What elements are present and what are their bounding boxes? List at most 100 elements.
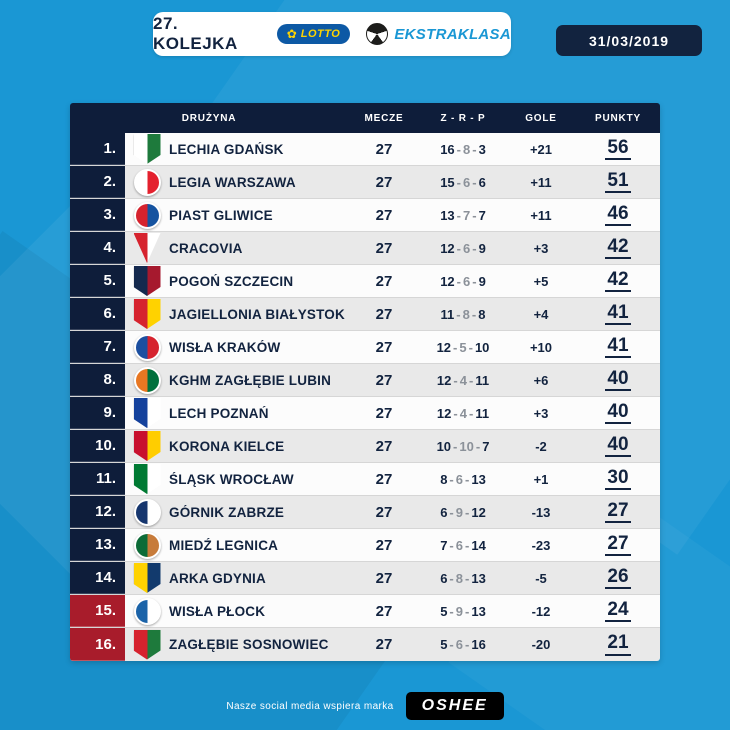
wins-value: 10 <box>436 438 452 454</box>
record-dash: - <box>471 306 477 322</box>
wins-value: 7 <box>440 537 448 553</box>
points-cell: 42 <box>576 269 660 293</box>
club-crest-icon <box>133 629 161 660</box>
club-crest <box>125 629 169 660</box>
losses-value: 3 <box>478 141 486 157</box>
record-dash: - <box>472 273 477 289</box>
record-value: 6-8-13 <box>420 571 506 586</box>
team-name: ZAGŁĘBIE SOSNOWIEC <box>169 637 329 652</box>
wins-value: 12 <box>436 405 452 421</box>
points-value: 21 <box>605 633 631 656</box>
lotto-flower-icon: ✿ <box>286 27 297 41</box>
points-cell: 26 <box>576 566 660 590</box>
round-title: 27. KOLEJKA <box>153 14 238 53</box>
matches-value: 27 <box>375 437 393 455</box>
club-crest <box>125 266 169 296</box>
matches-value: 27 <box>375 470 393 488</box>
goal-diff-value: -5 <box>535 570 547 586</box>
record-dash: - <box>456 141 461 157</box>
position-cell: 5. <box>70 265 125 297</box>
goal-diff-value: +3 <box>533 405 549 421</box>
record-dash: - <box>465 471 470 487</box>
record-dash: - <box>453 372 458 388</box>
record-value: 12-4-11 <box>420 373 506 388</box>
wins-value: 5 <box>440 603 448 619</box>
draws-value: 5 <box>459 339 467 355</box>
position-cell: 14. <box>70 562 125 594</box>
club-crest <box>125 168 169 196</box>
club-crest <box>125 333 169 361</box>
draws-value: 6 <box>463 273 471 289</box>
club-crest <box>125 201 169 229</box>
draws-value: 6 <box>463 174 471 190</box>
position-cell: 8. <box>70 364 125 396</box>
oshee-logo: OSHEE <box>405 692 504 720</box>
position-cell: 1. <box>70 133 125 165</box>
lotto-logo: ✿ LOTTO <box>276 24 351 44</box>
record-dash: - <box>449 537 454 553</box>
wins-value: 16 <box>440 141 455 157</box>
club-crest-icon <box>133 366 161 394</box>
draws-value: 4 <box>459 405 467 421</box>
matches-value: 27 <box>375 305 393 323</box>
record-dash: - <box>472 240 477 256</box>
points-cell: 27 <box>576 533 660 557</box>
record-dash: - <box>456 273 461 289</box>
column-header-goals: GOLE <box>525 112 557 124</box>
record-value: 6-9-12 <box>420 505 506 520</box>
record-dash: - <box>456 240 461 256</box>
table-row: 5. POGOŃ SZCZECIN 27 12-6-9 +5 42 <box>70 265 660 298</box>
losses-value: 8 <box>478 306 486 322</box>
losses-value: 13 <box>471 471 486 487</box>
losses-value: 13 <box>471 603 486 619</box>
club-crest-icon <box>133 168 161 196</box>
losses-value: 12 <box>471 504 486 520</box>
record-value: 12-5-10 <box>420 340 506 355</box>
football-ball-icon <box>366 23 389 45</box>
sponsor-text: Nasze social media wspiera marka <box>226 700 394 712</box>
ekstraklasa-logo: EKSTRAKLASA <box>366 23 511 45</box>
column-header-team: DRUŻYNA <box>181 112 237 124</box>
record-value: 5-6-16 <box>420 637 506 652</box>
club-crest-icon <box>133 201 161 229</box>
losses-value: 10 <box>474 339 490 355</box>
club-crest-icon <box>133 464 161 494</box>
table-header-row: DRUŻYNA MECZE Z - R - P GOLE PUNKTY <box>70 103 660 133</box>
points-value: 40 <box>605 368 631 392</box>
matches-value: 27 <box>375 173 393 191</box>
matches-value: 27 <box>375 404 393 422</box>
team-name: LECH POZNAŃ <box>169 405 269 421</box>
goal-diff-value: -20 <box>531 637 551 652</box>
record-value: 12-6-9 <box>420 241 506 256</box>
points-value: 41 <box>605 335 631 359</box>
wins-value: 5 <box>440 637 448 652</box>
record-dash: - <box>468 339 473 355</box>
column-header-matches: MECZE <box>364 112 404 124</box>
goal-diff-value: +6 <box>533 372 549 388</box>
column-header-points: PUNKTY <box>595 112 641 124</box>
points-value: 56 <box>605 137 631 161</box>
club-crest-icon <box>133 531 161 559</box>
record-value: 10-10-7 <box>420 439 506 454</box>
club-crest <box>125 464 169 494</box>
losses-value: 11 <box>475 372 490 388</box>
draws-value: 6 <box>455 537 463 553</box>
points-value: 46 <box>605 203 631 227</box>
team-name: PIAST GLIWICE <box>169 207 273 223</box>
draws-value: 7 <box>463 207 471 223</box>
table-row: 2. LEGIA WARSZAWA 27 15-6-6 +11 51 <box>70 166 660 199</box>
points-cell: 51 <box>576 170 660 194</box>
record-value: 15-6-6 <box>420 175 506 190</box>
points-value: 40 <box>605 401 631 425</box>
club-crest-icon <box>133 266 161 296</box>
draws-value: 6 <box>455 471 463 487</box>
team-name: JAGIELLONIA BIAŁYSTOK <box>169 306 345 322</box>
footer: Nasze social media wspiera marka OSHEE <box>0 692 730 720</box>
draws-value: 9 <box>455 504 463 520</box>
table-rows: 1. LECHIA GDAŃSK 27 16-8-3 +21 56 2. LEG… <box>70 133 660 661</box>
losses-value: 6 <box>478 174 486 190</box>
table-row: 15. WISŁA PŁOCK 27 5-9-13 -12 24 <box>70 595 660 628</box>
record-dash: - <box>465 637 470 652</box>
club-crest <box>125 398 169 428</box>
